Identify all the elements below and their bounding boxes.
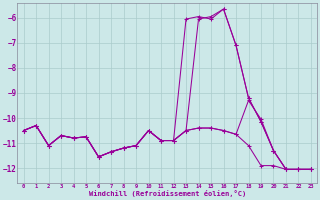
X-axis label: Windchill (Refroidissement éolien,°C): Windchill (Refroidissement éolien,°C) [89,190,246,197]
